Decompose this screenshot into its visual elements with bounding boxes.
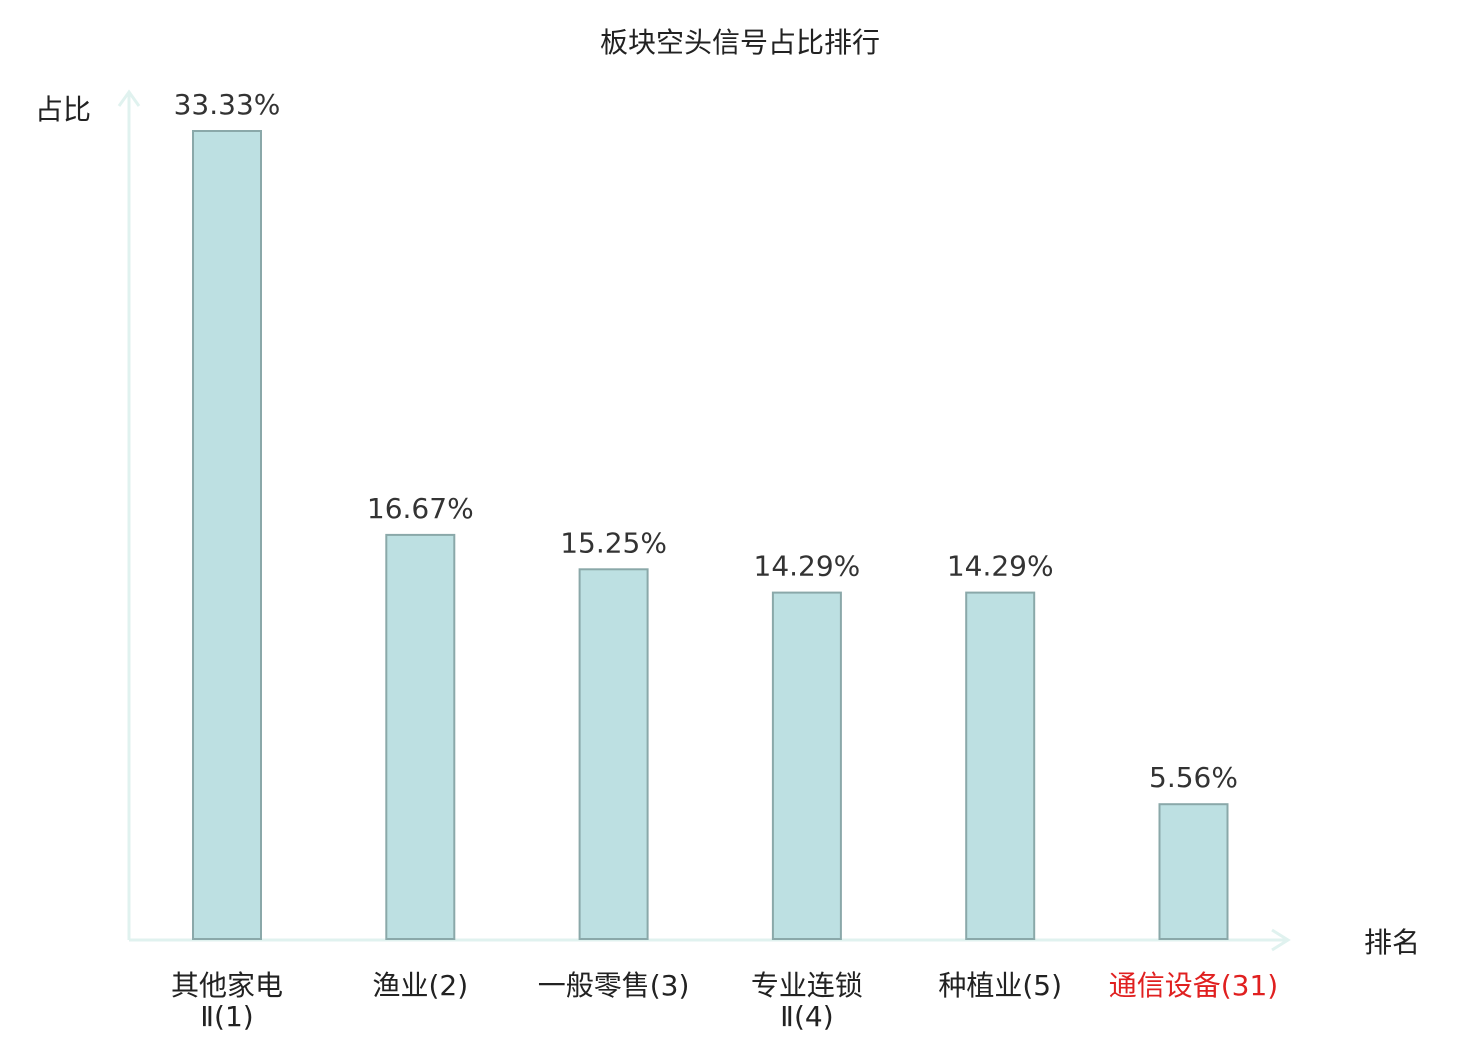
value-label-5: 14.29% [947,550,1054,583]
category-rank-1: Ⅱ(1) [200,1000,253,1033]
bar-1 [192,130,262,940]
y-axis [117,89,141,940]
category-labels-group: Ⅱ(1)其他家电 渔业(2) 一般零售(3) Ⅱ(4)专业连锁 种植业(5) 通信设备(3… [171,969,1278,1033]
value-label-4: 14.29% [754,550,861,583]
x-axis-label: 排名 [1364,926,1420,959]
bars-group [192,130,1229,941]
category-label-2: 渔业(2) [372,969,468,1002]
value-label-2: 16.67% [367,492,474,525]
bar-3 [578,568,649,940]
category-rank-4: Ⅱ(4) [780,1000,833,1033]
value-label-1: 33.33% [174,88,281,121]
value-label-3: 15.25% [560,526,667,559]
category-label-4: 专业连锁 [751,969,863,1002]
y-axis-label: 占比 [35,93,91,126]
category-label-1: 其他家电 [171,969,283,1002]
category-label-3: 一般零售(3) [538,969,690,1002]
bar-6 [1158,803,1229,941]
value-label-6: 5.56% [1149,761,1238,794]
chart-title: 板块空头信号占比排行 [600,26,880,59]
category-label-5: 种植业(5) [938,969,1062,1002]
bar-5 [965,591,1036,940]
bar-2 [385,533,456,941]
bar-4 [771,591,842,940]
x-axis [129,928,1291,952]
value-labels-group: 33.33% 16.67% 15.25% 14.29% 14.29% 5.56% [174,88,1238,794]
category-label-6: 通信设备(31) [1109,969,1278,1002]
